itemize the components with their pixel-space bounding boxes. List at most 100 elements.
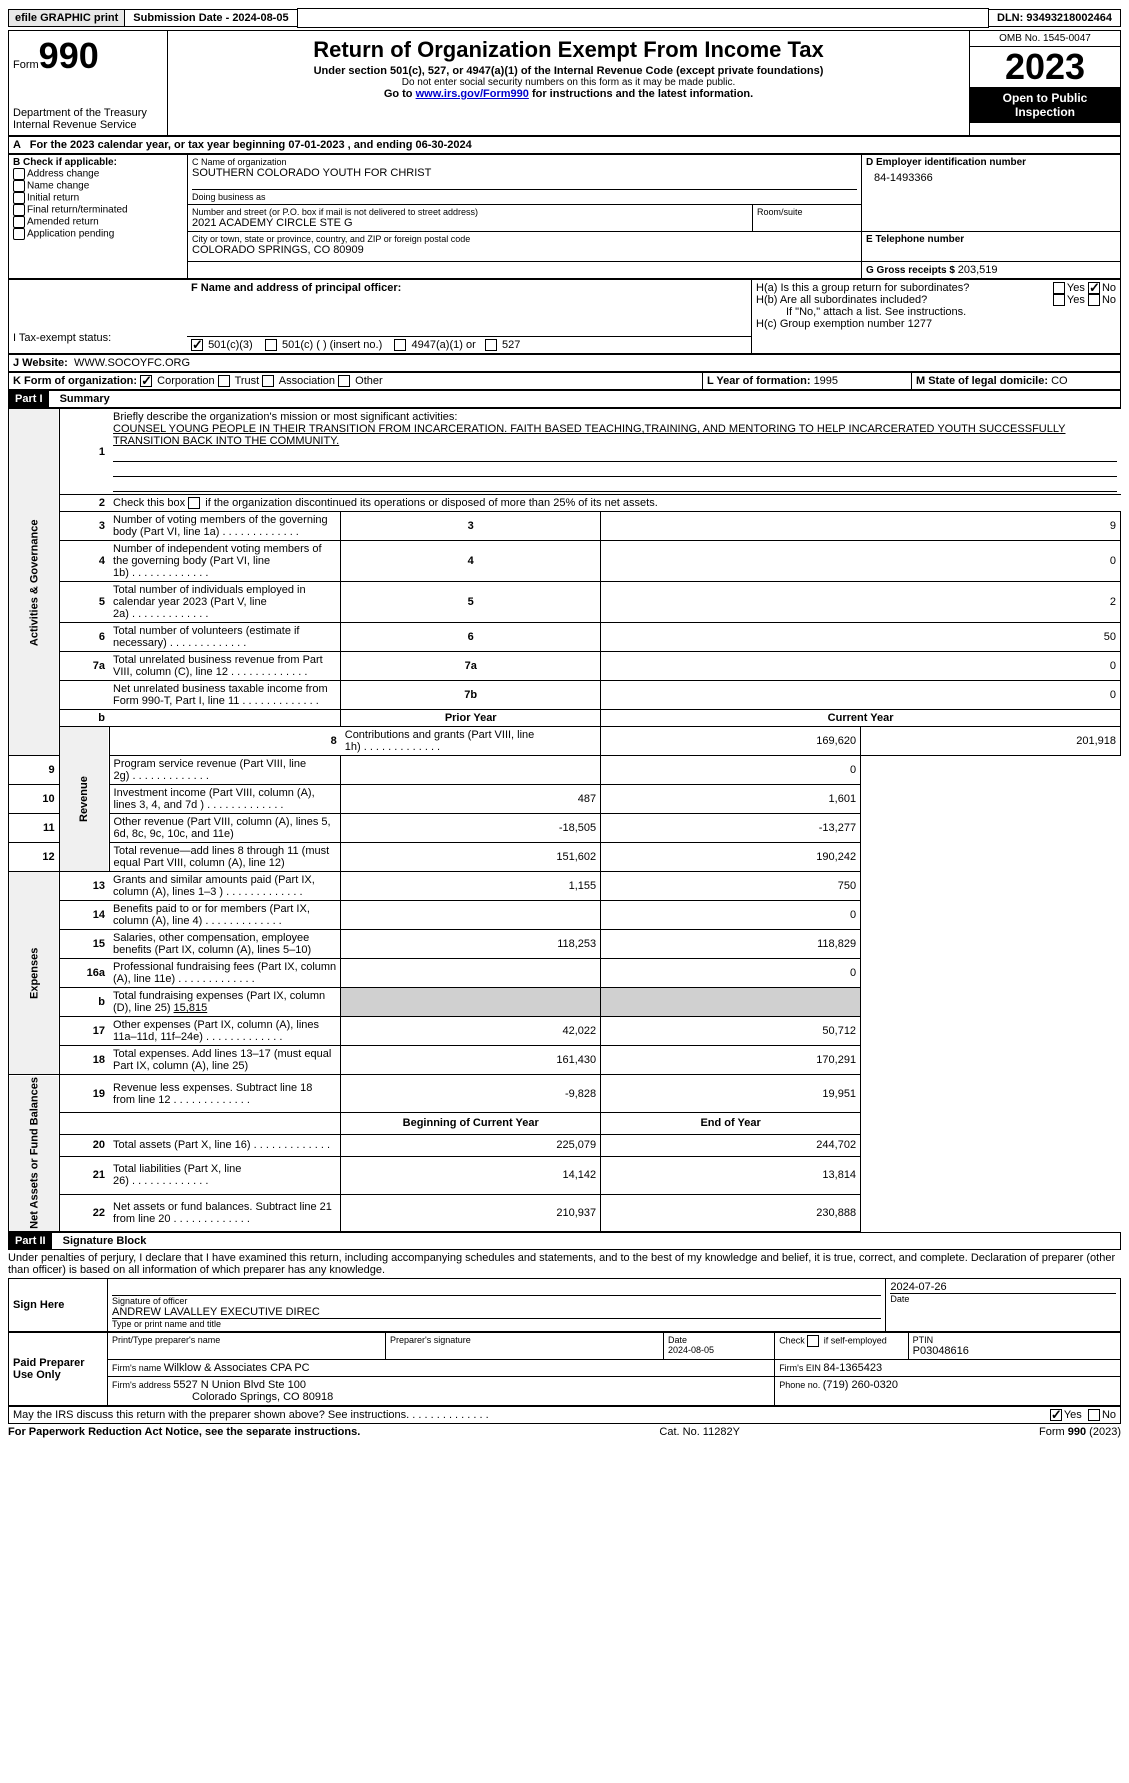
opt-address-change: Address change (27, 169, 99, 180)
ln2: Check this box Check this box if the org… (109, 495, 1120, 512)
chk-assoc[interactable] (262, 375, 274, 387)
tax-year: 2023 (970, 47, 1120, 87)
prep-name: Print/Type preparer's name (108, 1333, 386, 1360)
chk-self-employed[interactable] (807, 1335, 819, 1347)
hdr-end: End of Year (601, 1112, 861, 1134)
r19c: 19,951 (601, 1075, 861, 1113)
omb-number: OMB No. 1545-0047 (970, 31, 1120, 47)
org-name: SOUTHERN COLORADO YOUTH FOR CHRIST (192, 167, 857, 179)
chk-final-return[interactable] (13, 204, 25, 216)
officer-name: ANDREW LAVALLEY EXECUTIVE DIREC (112, 1306, 881, 1318)
vert-activities: Activities & Governance (9, 409, 60, 756)
form-subtitle: Under section 501(c), 527, or 4947(a)(1)… (172, 65, 965, 77)
v7b: 0 (601, 681, 1121, 710)
prep-date-label: Date (668, 1335, 687, 1345)
r10p: 487 (341, 785, 601, 814)
r12c: 190,242 (601, 843, 861, 872)
ptin-cell: PTIN P03048616 (908, 1333, 1120, 1360)
ein: 84-1493366 (866, 168, 1116, 188)
r13c: 750 (601, 872, 861, 901)
chk-trust[interactable] (218, 375, 230, 387)
chk-corp[interactable] (140, 375, 152, 387)
sig-date-cell: 2024-07-26 Date (886, 1279, 1121, 1332)
opt-name-change: Name change (27, 181, 89, 192)
city-state-zip: COLORADO SPRINGS, CO 80909 (192, 244, 857, 256)
prep-name-label: Print/Type preparer's name (112, 1335, 381, 1345)
prep-date: 2024-08-05 (668, 1345, 714, 1355)
v4: 0 (601, 541, 1121, 582)
sig-date-label: Date (890, 1293, 1116, 1304)
header-left: Form990 Department of the Treasury Inter… (9, 31, 168, 136)
r14p (341, 901, 601, 930)
prep-sig-label: Preparer's signature (390, 1335, 659, 1345)
chk-discuss-no[interactable] (1088, 1409, 1100, 1421)
form-title: Return of Organization Exempt From Incom… (172, 37, 965, 63)
phone: (719) 260-0320 (823, 1379, 898, 1391)
website: WWW.SOCOYFC.ORG (74, 357, 190, 369)
g-label: G Gross receipts $ (866, 265, 958, 276)
chk-app-pending[interactable] (13, 228, 25, 240)
r15p: 118,253 (341, 930, 601, 959)
v5: 2 (601, 582, 1121, 623)
firm-name-cell: Firm's name Wilklow & Associates CPA PC (108, 1360, 775, 1377)
v3: 9 (601, 512, 1121, 541)
irs-link[interactable]: www.irs.gov/Form990 (416, 88, 529, 100)
ln22: Net assets or fund balances. Subtract li… (109, 1194, 341, 1232)
hdr-curr: Current Year (601, 710, 1121, 727)
chk-4947[interactable] (394, 339, 406, 351)
ln1-no: 1 (59, 409, 109, 495)
chk-ha-yes[interactable] (1053, 282, 1065, 294)
hdr-beg: Beginning of Current Year (341, 1112, 601, 1134)
submission-date: Submission Date - 2024-08-05 (124, 9, 297, 27)
part1-header: Part I Summary (8, 390, 1121, 408)
firm-name: Wilklow & Associates CPA PC (164, 1362, 310, 1374)
sign-here-block: Sign Here Signature of officer ANDREW LA… (8, 1278, 1121, 1332)
box-f: F Name and address of principal officer: (187, 280, 752, 337)
dln: DLN: 93493218002464 (988, 9, 1121, 27)
r20p: 225,079 (341, 1134, 601, 1156)
chk-hb-yes[interactable] (1053, 294, 1065, 306)
opt-assoc: Association (279, 375, 335, 387)
ln9: Program service revenue (Part VIII, line… (109, 756, 341, 785)
chk-discontinued[interactable] (188, 497, 200, 509)
hb-label: H(b) Are all subordinates included? (756, 294, 927, 306)
r14c: 0 (601, 901, 861, 930)
r16bc (601, 988, 861, 1017)
r9p (341, 756, 601, 785)
chk-amended[interactable] (13, 216, 25, 228)
section-j: J Website: WWW.SOCOYFC.ORG (8, 354, 1121, 372)
box-g: G Gross receipts $ 203,519 (862, 262, 1121, 279)
i-label: I Tax-exempt status: (13, 332, 183, 344)
part2-title: Signature Block (55, 1235, 147, 1247)
efile-print-button[interactable]: efile GRAPHIC print (8, 9, 125, 27)
chk-hb-no[interactable] (1088, 294, 1100, 306)
chk-discuss-yes[interactable] (1050, 1409, 1062, 1421)
l-label: L Year of formation: (707, 375, 814, 387)
r21p: 14,142 (341, 1156, 601, 1194)
chk-address-change[interactable] (13, 168, 25, 180)
chk-501c3[interactable] (191, 339, 203, 351)
ln13: Grants and similar amounts paid (Part IX… (109, 872, 341, 901)
chk-name-change[interactable] (13, 180, 25, 192)
chk-initial-return[interactable] (13, 192, 25, 204)
sections-bcdefg: B Check if applicable: Address change Na… (8, 154, 1121, 279)
ha-no: No (1102, 282, 1116, 294)
c-name-label: C Name of organization (192, 157, 857, 167)
r11p: -18,505 (341, 814, 601, 843)
part2-header: Part II Signature Block (8, 1232, 1121, 1250)
chk-other[interactable] (338, 375, 350, 387)
discuss-yes: Yes (1064, 1409, 1082, 1421)
j-label: J Website: (13, 357, 71, 369)
may-irs-text: May the IRS discuss this return with the… (13, 1409, 409, 1421)
ln10: Investment income (Part VIII, column (A)… (109, 785, 341, 814)
r16ac: 0 (601, 959, 861, 988)
box-l: L Year of formation: 1995 (703, 373, 912, 390)
sections-fh: I Tax-exempt status: F Name and address … (8, 279, 1121, 354)
chk-ha-no[interactable] (1088, 282, 1100, 294)
box-m: M State of legal domicile: CO (912, 373, 1121, 390)
dba-label: Doing business as (192, 189, 857, 202)
may-irs-row: May the IRS discuss this return with the… (8, 1406, 1121, 1424)
ln7a: Total unrelated business revenue from Pa… (109, 652, 341, 681)
chk-527[interactable] (485, 339, 497, 351)
chk-501c[interactable] (265, 339, 277, 351)
